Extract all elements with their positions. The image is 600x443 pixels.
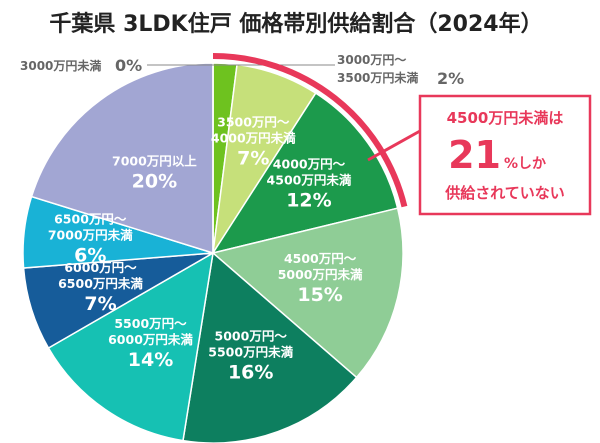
outside-value-label-0: 0%	[115, 56, 142, 75]
slice-category-label-9-0: 7000万円以上	[112, 153, 197, 168]
slice-labels: 3500万円～4000万円未満 7% 4000万円～4500万円未満 12% 4500万…	[48, 114, 363, 383]
slice-label-9: 7000万円以上 20%	[112, 153, 197, 192]
pie-slice-5	[182, 251, 358, 443]
slice-label-8: 6500万円～7000万円未満 6%	[48, 211, 133, 266]
outside-category-label-1-1: 3500万円未満	[337, 70, 418, 85]
slice-category-label-5-1: 5500万円未満	[208, 345, 293, 360]
slice-category-label-2-1: 4000万円未満	[211, 130, 296, 145]
slice-value-label-3: 12%	[286, 190, 331, 212]
outside-labels: 3000万円未満 0% 3000万円～ 3500万円未満 2%	[20, 53, 464, 88]
callout-line3: 供給されていない	[444, 184, 565, 202]
slice-label-4: 4500万円～5000万円未満 15%	[278, 251, 363, 306]
slice-category-label-8-1: 7000万円未満	[48, 227, 133, 242]
callout-suffix: %しか	[504, 156, 546, 172]
pie-slice-4	[211, 207, 404, 379]
slice-category-label-7-0: 6000万円～	[64, 260, 137, 275]
outside-category-label-1-0: 3000万円～	[337, 53, 406, 67]
slice-label-7: 6000万円～6500万円未満 7%	[58, 260, 143, 315]
callout-line1: 4500万円未満は	[447, 109, 564, 127]
slice-value-label-2: 7%	[237, 147, 269, 169]
slice-category-label-8-0: 6500万円～	[54, 211, 127, 226]
slice-value-label-8: 6%	[74, 244, 106, 266]
slice-label-6: 5500万円～6000万円未満 14%	[108, 316, 193, 371]
slice-value-label-6: 14%	[128, 349, 173, 371]
pie-slices	[22, 62, 404, 443]
slice-label-2: 3500万円～4000万円未満 7%	[211, 114, 296, 169]
chart-title: 千葉県 3LDK住戸 価格帯別供給割合（2024年）	[49, 11, 542, 37]
slice-label-3: 4000万円～4500万円未満 12%	[267, 157, 352, 212]
callout-big-number: 21	[448, 133, 501, 177]
callout-arc	[212, 53, 408, 208]
slice-category-label-2-0: 3500万円～	[217, 114, 290, 129]
slice-category-label-4-0: 4500万円～	[284, 251, 357, 266]
outside-value-label-1: 2%	[437, 69, 464, 88]
callout-pointer	[367, 129, 421, 162]
pie-slice-6	[47, 251, 214, 442]
pie-slice-3	[211, 92, 399, 255]
slice-value-label-9: 20%	[132, 170, 177, 192]
slice-label-5: 5000万円～5500万円未満 16%	[208, 329, 293, 384]
slice-category-label-5-0: 5000万円～	[215, 329, 288, 344]
slice-value-label-7: 7%	[84, 293, 116, 315]
slice-category-label-6-1: 6000万円未満	[108, 332, 193, 347]
slice-category-label-6-0: 5500万円～	[114, 316, 187, 331]
slice-value-label-4: 15%	[297, 284, 342, 306]
outside-category-label-0: 3000万円未満	[20, 58, 101, 73]
callout-box	[418, 94, 592, 216]
slice-category-label-3-0: 4000万円～	[273, 157, 346, 172]
slice-category-label-7-1: 6500万円未満	[58, 276, 143, 291]
slice-value-label-5: 16%	[228, 362, 273, 384]
slice-category-label-4-1: 5000万円未満	[278, 267, 363, 282]
slice-category-label-3-1: 4500万円未満	[267, 173, 352, 188]
